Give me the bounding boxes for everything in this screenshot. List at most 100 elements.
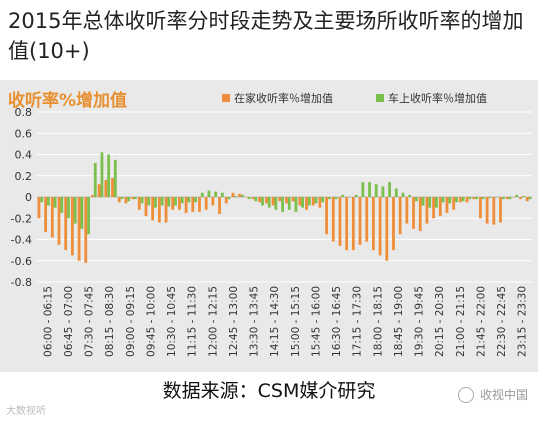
bar-home	[432, 197, 436, 219]
bar-car	[73, 197, 77, 224]
bar-home	[91, 194, 94, 197]
x-tick-label: 11:15 - 11:30	[187, 286, 199, 357]
chart-subtitle: 收听率%增加值	[8, 91, 128, 111]
bar-car	[234, 195, 238, 197]
x-tick-label: 06:45 - 07:00	[63, 286, 75, 357]
x-tick-label: 07:30 - 07:45	[84, 286, 96, 357]
bar-car	[435, 197, 438, 208]
bar-car	[227, 197, 231, 200]
bar-car	[528, 197, 532, 200]
bar-car	[441, 197, 445, 203]
bar-home	[64, 197, 68, 251]
bar-home	[117, 197, 121, 203]
bar-home	[84, 197, 88, 263]
source-text: 数据来源：CSM媒介研究	[162, 380, 376, 402]
x-tick-label: 09:00 - 09:15	[125, 286, 137, 357]
bar-car	[475, 197, 478, 200]
legend-swatch-car	[376, 94, 384, 102]
bar-home	[37, 197, 41, 219]
bar-car	[281, 197, 284, 212]
bar-car	[334, 197, 338, 200]
bar-car	[133, 197, 137, 200]
x-tick-label: 10:30 - 10:45	[166, 286, 178, 357]
x-tick-label: 12:00 - 12:15	[207, 286, 219, 357]
bar-home	[211, 197, 215, 206]
bar-home	[298, 197, 302, 206]
bar-home	[251, 197, 255, 200]
bar-car	[381, 186, 385, 197]
bar-home	[499, 197, 502, 223]
x-tick-label: 18:45 - 19:00	[393, 286, 405, 357]
bar-home	[418, 197, 422, 231]
bar-home	[285, 197, 288, 204]
x-tick-label: 15:00 - 15:15	[290, 286, 302, 357]
bar-car	[508, 197, 512, 200]
bar-home	[472, 197, 476, 200]
bar-car	[254, 197, 258, 202]
bar-home	[144, 197, 148, 217]
chart-title: 2015年总体收听率分时段走势及主要场所收听率的增加值(10+)	[8, 9, 524, 63]
wechat-icon	[457, 386, 474, 403]
bar-home	[365, 197, 369, 242]
bar-car	[40, 197, 44, 203]
bar-home	[398, 197, 402, 235]
x-tick-label: 12:45 - 13:00	[228, 286, 240, 357]
bar-home	[485, 197, 489, 224]
bar-car	[408, 194, 412, 197]
bar-home	[318, 197, 322, 208]
bar-home	[218, 197, 221, 214]
x-tick-label: 22:30 - 22:45	[496, 286, 508, 357]
legend-label-home: 在家收听率％增加值	[234, 92, 333, 105]
bar-car	[60, 197, 64, 213]
x-tick-label: 13:30 - 13:45	[249, 286, 261, 357]
bar-car	[294, 197, 298, 212]
bar-car	[194, 197, 198, 203]
x-tick-label: 09:45 - 10:00	[145, 286, 157, 357]
bar-home	[525, 197, 529, 202]
bar-car	[321, 197, 325, 203]
bar-home	[378, 197, 382, 256]
y-tick-label: 0.8	[15, 106, 33, 119]
bar-home	[385, 197, 389, 261]
bar-car	[167, 197, 171, 207]
bar-car	[374, 184, 378, 197]
bar-car	[147, 197, 151, 206]
y-tick-label: -0.2	[11, 212, 32, 225]
bar-home	[405, 197, 409, 224]
bar-home	[371, 197, 375, 251]
bar-home	[278, 197, 282, 202]
legend-label-car: 车上收听率％增加值	[388, 92, 487, 105]
bar-car	[220, 192, 224, 197]
bar-car	[495, 197, 499, 198]
x-tick-label: 14:15 - 14:30	[269, 286, 281, 357]
y-tick-label: -0.8	[11, 276, 32, 289]
bar-car	[314, 197, 318, 204]
bar-home	[171, 197, 175, 210]
bar-car	[361, 182, 365, 197]
watermark-right: 收视中国	[457, 386, 528, 403]
bar-car	[80, 197, 84, 229]
bar-car	[120, 197, 124, 200]
bar-car	[214, 191, 218, 197]
bar-car	[174, 197, 177, 206]
bar-car	[401, 192, 405, 197]
bar-car	[113, 159, 117, 197]
bar-car	[187, 197, 191, 203]
bar-home	[178, 197, 181, 210]
bar-car	[47, 197, 50, 206]
bar-car	[154, 197, 157, 208]
bar-car	[307, 197, 311, 206]
bar-home	[231, 192, 235, 197]
bar-car	[515, 194, 519, 197]
chart-svg: 0.8 0.6 0.4 0.2 0 -0.2 -0.4 -0.6 -0.8 06:00 - 06:…	[11, 106, 532, 357]
x-tick-label: 19:30 - 19:45	[414, 286, 426, 357]
bar-car	[368, 182, 371, 197]
bar-home	[458, 197, 462, 203]
bar-home	[271, 197, 275, 206]
bar-home	[258, 197, 262, 203]
watermark-right-text: 收视中国	[479, 388, 528, 402]
y-tick-label: 0.6	[15, 127, 33, 140]
bar-car	[261, 197, 264, 206]
bar-home	[111, 177, 114, 197]
bar-car	[53, 197, 57, 208]
